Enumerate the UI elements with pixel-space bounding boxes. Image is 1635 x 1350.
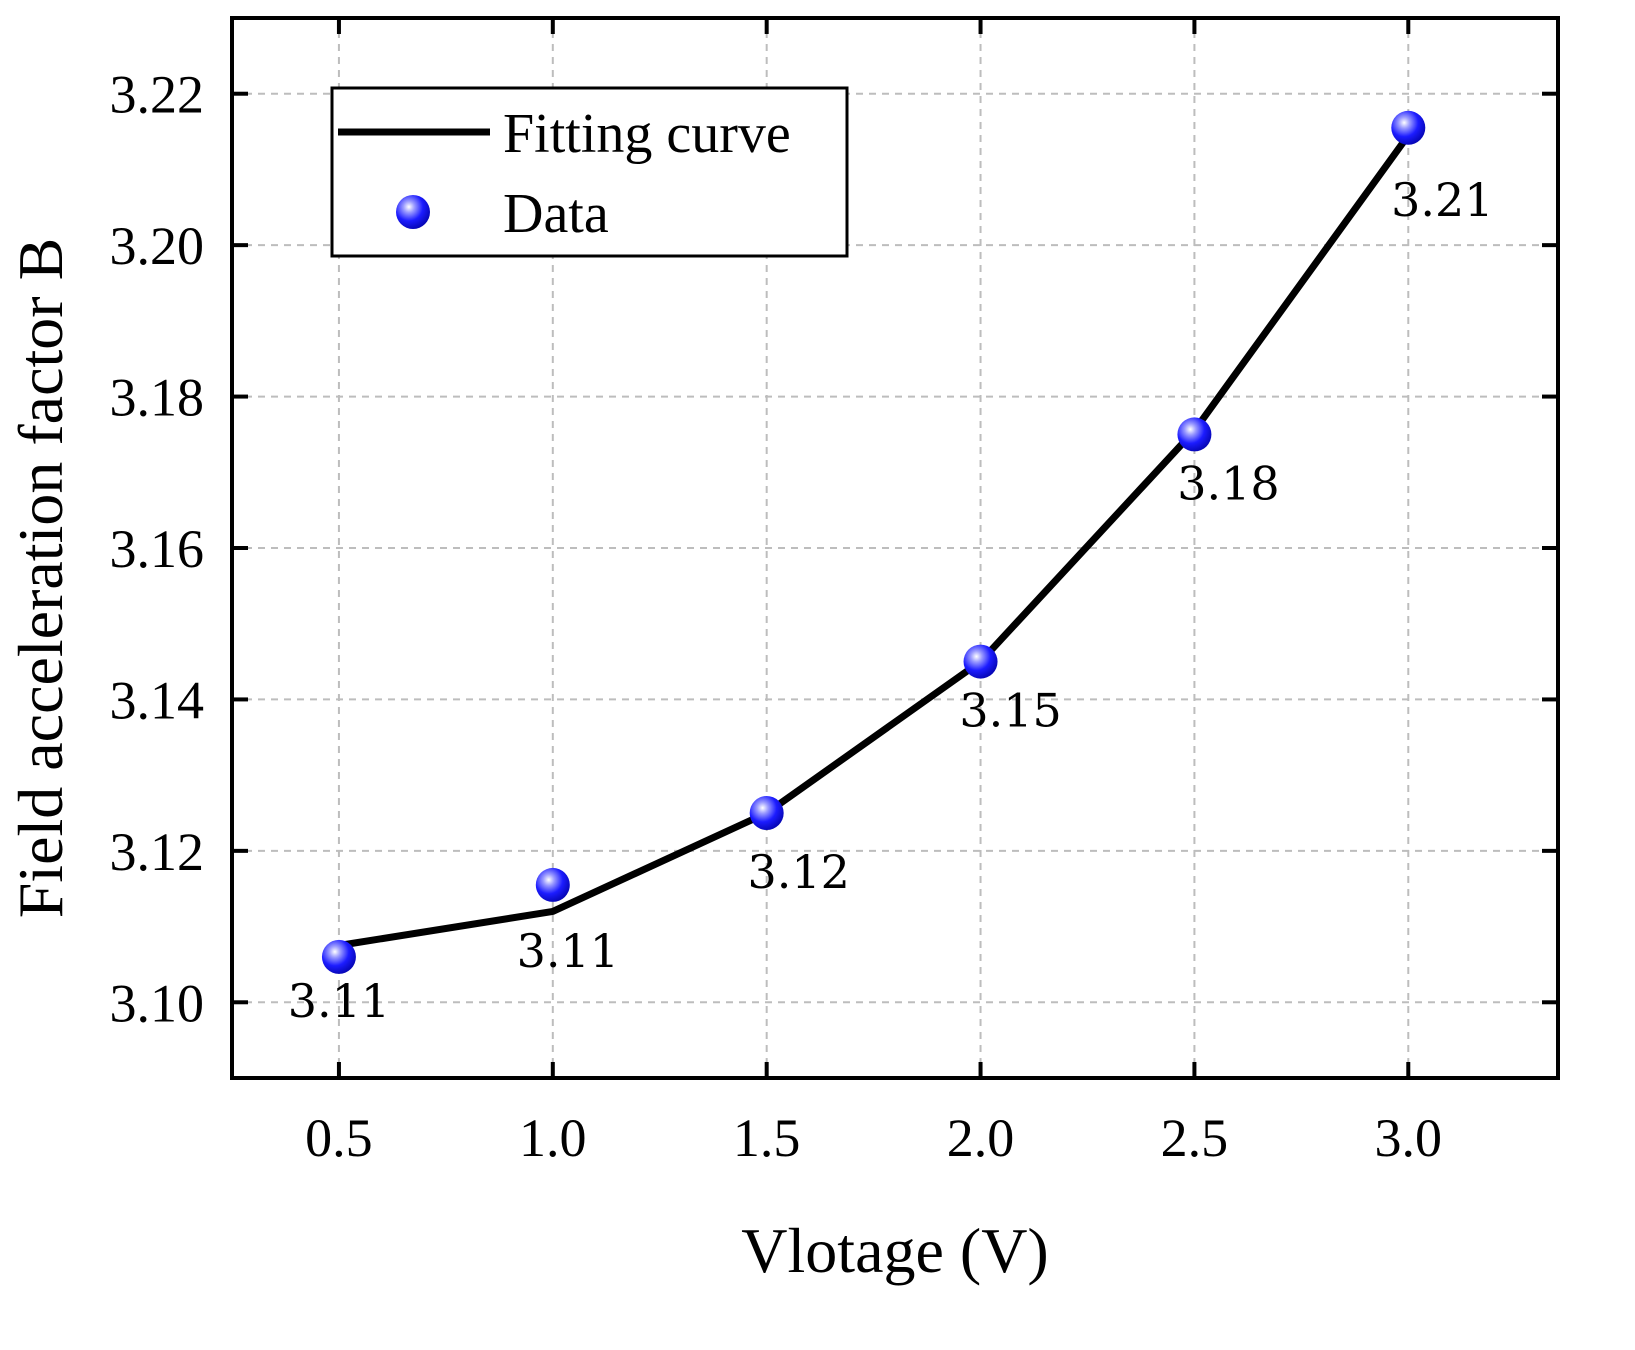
data-label: 3.11 xyxy=(288,974,390,1028)
x-tick-label: 2.5 xyxy=(1161,1108,1229,1168)
data-label: 3.12 xyxy=(747,845,849,899)
data-point xyxy=(963,644,998,679)
data-label: 3.11 xyxy=(517,924,619,978)
data-label: 3.18 xyxy=(1177,456,1279,510)
data-point xyxy=(535,867,570,902)
y-tick-label: 3.16 xyxy=(110,519,205,579)
data-label: 3.15 xyxy=(959,684,1061,738)
y-axis-title: Field acceleration factor B xyxy=(5,238,76,919)
legend-data-swatch xyxy=(396,195,430,229)
x-tick-label: 1.5 xyxy=(733,1108,801,1168)
data-labels-layer: 3.11 3.11 3.12 3.15 3.18 3.21 xyxy=(288,173,1494,1028)
x-tick-label: 3.0 xyxy=(1375,1108,1443,1168)
fitting-curve-line xyxy=(338,133,1412,949)
legend-data-label: Data xyxy=(503,183,609,245)
y-tick-label: 3.22 xyxy=(110,65,205,125)
data-point xyxy=(1177,417,1212,452)
y-tick-label: 3.20 xyxy=(110,216,205,276)
y-tick-label: 3.14 xyxy=(110,670,205,730)
y-tick-label: 3.12 xyxy=(110,822,205,882)
y-tick-label: 3.18 xyxy=(110,368,205,428)
x-tick-label: 1.0 xyxy=(519,1108,587,1168)
x-tick-label: 2.0 xyxy=(947,1108,1015,1168)
data-points-layer xyxy=(321,110,1426,974)
fitting-curve-layer xyxy=(338,133,1412,949)
data-label: 3.21 xyxy=(1391,173,1493,227)
y-tick-label: 3.10 xyxy=(110,973,205,1033)
x-tick-label: 0.5 xyxy=(305,1108,373,1168)
legend: Fitting curve Data xyxy=(330,86,849,258)
tick-labels: 0.5 1.0 1.5 2.0 2.5 3.0 3.10 3.12 3.14 3.16 3.18 3.… xyxy=(110,65,1443,1168)
data-point xyxy=(1391,110,1426,145)
x-axis-title: Vlotage (V) xyxy=(741,1215,1048,1286)
data-point xyxy=(321,939,356,974)
axis-ticks xyxy=(232,18,1558,1078)
data-point xyxy=(749,796,784,830)
legend-fitting-curve-label: Fitting curve xyxy=(503,103,791,165)
